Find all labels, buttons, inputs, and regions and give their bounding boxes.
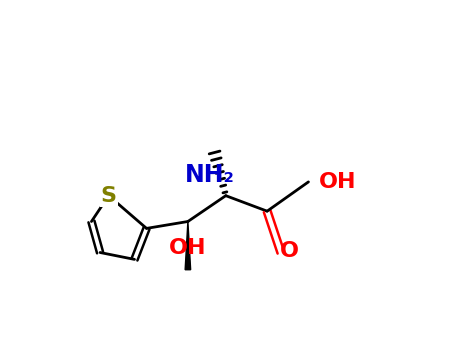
Text: OH: OH (169, 238, 207, 258)
Text: OH: OH (319, 172, 356, 192)
Polygon shape (185, 222, 191, 270)
Text: O: O (280, 241, 299, 261)
Text: NH₂: NH₂ (185, 163, 235, 187)
Text: S: S (101, 186, 116, 206)
